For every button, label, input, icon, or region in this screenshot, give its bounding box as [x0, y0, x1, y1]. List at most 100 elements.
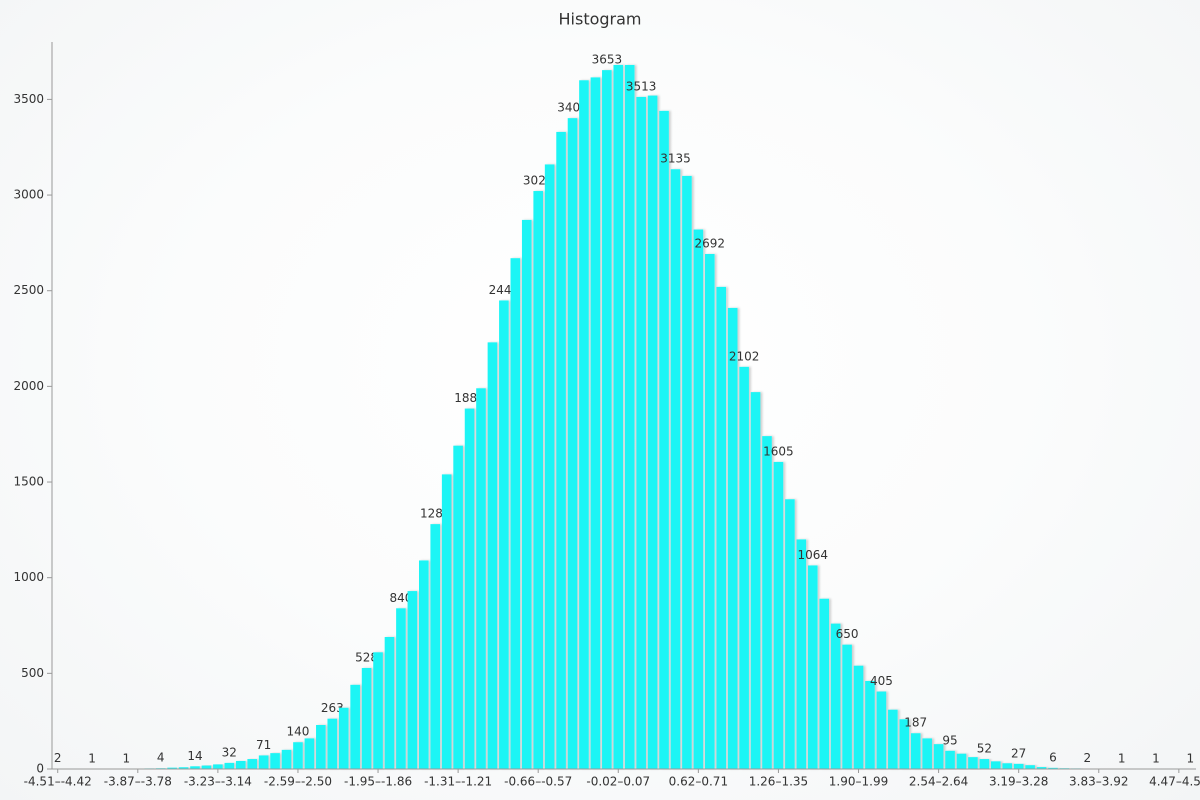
bar — [270, 753, 280, 769]
bar — [361, 667, 372, 769]
bar — [338, 707, 349, 769]
data-label: 650 — [836, 627, 859, 641]
bar — [567, 118, 578, 770]
bar — [201, 765, 212, 769]
bar — [350, 684, 360, 769]
bar — [453, 445, 463, 769]
bar — [865, 680, 875, 769]
data-label: 32 — [222, 745, 237, 759]
bar — [224, 762, 235, 769]
bar — [316, 724, 326, 769]
bar — [624, 64, 635, 770]
bar — [910, 733, 921, 769]
bar — [773, 461, 784, 769]
y-tick-label: 1000 — [13, 570, 44, 584]
data-label: 3513 — [626, 79, 657, 93]
bar — [647, 95, 658, 769]
y-tick-label: 3500 — [13, 92, 44, 106]
x-tick-label: -1.95–-1.86 — [344, 775, 412, 789]
data-label: 1 — [1186, 751, 1194, 765]
bar — [922, 738, 932, 769]
bar — [899, 719, 910, 769]
bar — [1036, 767, 1047, 769]
x-tick-label: 3.83–3.92 — [1069, 775, 1128, 789]
bar — [853, 665, 864, 769]
bar — [1013, 763, 1024, 769]
bar — [716, 286, 727, 769]
bar — [441, 474, 452, 769]
bar — [396, 608, 406, 769]
x-tick-label: -3.87–-3.78 — [104, 775, 172, 789]
bar — [819, 598, 830, 769]
bar — [830, 623, 841, 769]
data-label: 1 — [1152, 751, 1160, 765]
bar — [704, 253, 715, 769]
data-label: 95 — [942, 733, 957, 747]
bar — [739, 366, 749, 769]
bar — [499, 300, 509, 769]
bar — [293, 742, 303, 769]
bar — [167, 767, 177, 769]
bar — [235, 760, 246, 769]
x-tick-label: 1.90–1.99 — [829, 775, 888, 789]
bar — [968, 757, 978, 769]
bar — [842, 644, 852, 769]
bar — [945, 750, 955, 769]
bar — [979, 759, 990, 769]
bar — [304, 738, 315, 769]
data-label: 140 — [287, 725, 310, 739]
data-label: 3135 — [660, 152, 691, 166]
data-label: 4 — [157, 751, 165, 765]
x-tick-label: 2.54–2.64 — [909, 775, 968, 789]
data-label: 263 — [321, 701, 344, 715]
y-tick-label: 1500 — [13, 475, 44, 489]
x-tick-label: -4.51–-4.42 — [24, 775, 92, 789]
data-label: 1 — [88, 751, 96, 765]
bar — [579, 80, 589, 769]
data-label: 2692 — [695, 236, 726, 250]
data-label: 840 — [389, 591, 412, 605]
bar — [190, 766, 200, 769]
data-label: 2 — [1083, 751, 1091, 765]
data-label: 71 — [256, 738, 271, 752]
bar — [590, 77, 601, 769]
bar — [1048, 767, 1058, 769]
bar — [636, 96, 646, 769]
x-tick-label: 1.26–1.35 — [749, 775, 808, 789]
bar — [807, 565, 818, 769]
bar — [785, 499, 795, 769]
bar — [213, 764, 223, 769]
bar — [464, 408, 475, 769]
bar — [327, 718, 338, 769]
data-label: 1 — [123, 751, 131, 765]
bar — [888, 709, 898, 769]
bar — [1002, 763, 1013, 769]
data-label: 2 — [54, 751, 62, 765]
bar — [521, 219, 532, 769]
bar — [418, 560, 429, 769]
bar — [613, 64, 624, 770]
bar — [727, 307, 738, 769]
bar — [247, 759, 258, 769]
bar — [556, 131, 566, 769]
x-tick-label: -1.31–-1.21 — [424, 775, 492, 789]
data-label: 1605 — [763, 444, 794, 458]
y-tick-label: 500 — [21, 666, 44, 680]
bar — [258, 755, 269, 769]
bar — [876, 691, 887, 769]
x-tick-label: 3.19–3.28 — [989, 775, 1048, 789]
data-label: 1064 — [797, 548, 828, 562]
data-label: 528 — [355, 650, 378, 664]
bar — [693, 229, 704, 769]
data-label: 27 — [1011, 746, 1026, 760]
bar — [407, 591, 418, 769]
data-label: 52 — [977, 742, 992, 756]
bar — [796, 539, 807, 769]
data-label: 2102 — [729, 349, 760, 363]
bar — [544, 164, 555, 769]
data-label: 6 — [1049, 750, 1057, 764]
x-tick-label: 0.62–0.71 — [669, 775, 728, 789]
bar — [602, 70, 612, 770]
